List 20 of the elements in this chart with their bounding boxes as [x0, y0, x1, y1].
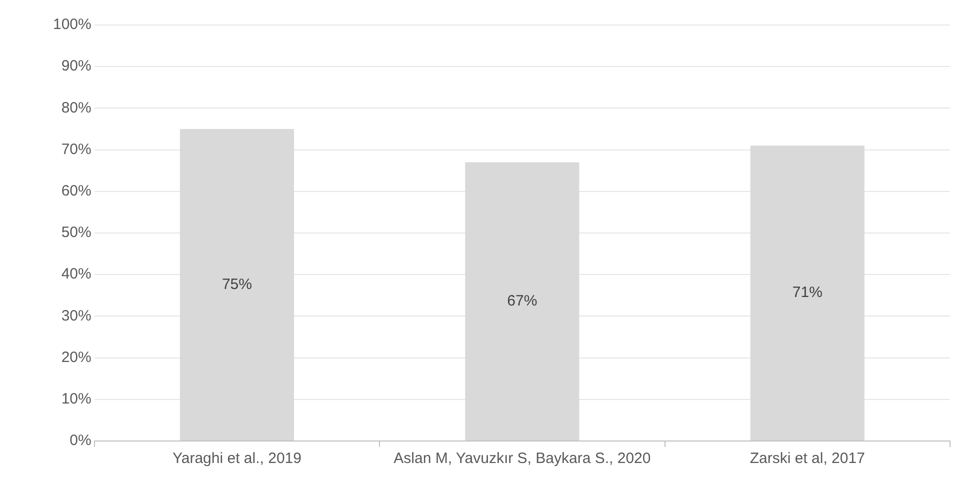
- data-label: 75%: [222, 276, 252, 293]
- y-tick-label: 10%: [61, 390, 92, 408]
- bar: [465, 162, 580, 440]
- y-tick-label: 60%: [61, 182, 92, 200]
- y-tick-label: 0%: [70, 432, 92, 450]
- data-label: 67%: [507, 292, 538, 310]
- y-tick-label: 80%: [61, 99, 92, 116]
- y-tick-label: 100%: [52, 16, 92, 34]
- x-tick-label: Yaraghi et al., 2019: [172, 450, 302, 468]
- y-tick-label: 70%: [61, 140, 92, 158]
- y-tick-label: 50%: [61, 224, 92, 242]
- x-tick-label: Zarski et al, 2017: [750, 450, 865, 468]
- bar: [180, 129, 294, 440]
- y-tick-label: 20%: [61, 348, 92, 366]
- y-tick-label: 30%: [61, 307, 92, 324]
- x-tick-label: Aslan M, Yavuzkır S, Baykara S., 2020: [394, 450, 651, 468]
- y-tick-label: 40%: [61, 266, 92, 283]
- data-label: 71%: [792, 284, 822, 302]
- y-tick-label: 90%: [61, 58, 92, 75]
- bar: [750, 146, 864, 440]
